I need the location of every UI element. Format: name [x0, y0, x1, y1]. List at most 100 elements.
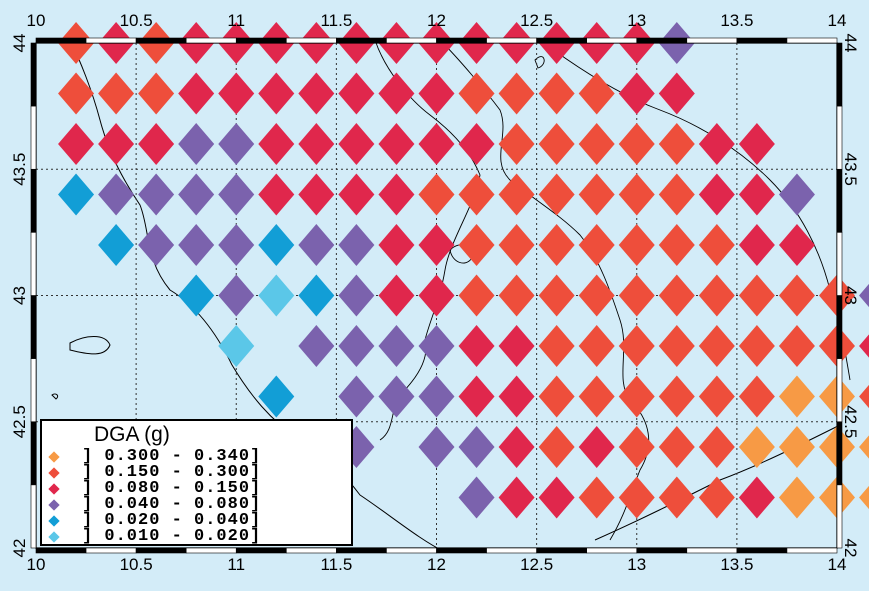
frame-segment	[386, 37, 437, 44]
frame-segment	[30, 421, 37, 486]
hazard-cell	[698, 123, 735, 165]
lon-tick-label-top: 11.5	[320, 11, 352, 30]
hazard-cell	[578, 426, 615, 468]
hazard-cell	[538, 72, 575, 115]
hazard-cell	[258, 72, 295, 115]
frame-segment	[736, 547, 788, 554]
hazard-cell	[658, 72, 695, 115]
legend-entry: ] 0.080 - 0.150]	[48, 479, 262, 498]
legend-swatch	[48, 467, 60, 479]
lat-tick-label-right: 42	[841, 539, 860, 558]
hazard-cell	[738, 123, 775, 165]
hazard-cell	[698, 173, 735, 216]
hazard-cell	[58, 72, 95, 115]
lat-tick-label-left: 42	[10, 539, 29, 558]
hazard-cell	[98, 224, 135, 266]
hazard-cell	[658, 224, 695, 266]
legend-label: ] 0.080 - 0.150]	[82, 479, 262, 498]
hazard-cell	[418, 375, 455, 418]
lat-tick-label-right: 43	[841, 286, 860, 305]
frame-segment	[636, 547, 688, 554]
legend-label: ] 0.150 - 0.300]	[82, 463, 262, 482]
hazard-cell	[498, 375, 535, 418]
hazard-cell	[498, 325, 535, 367]
hazard-cell	[698, 476, 735, 519]
hazard-cell	[658, 325, 695, 367]
hazard-cell	[458, 325, 495, 367]
hazard-cell	[178, 274, 215, 317]
lon-tick-label-top: 10.5	[120, 11, 153, 30]
frame-segment	[185, 547, 237, 554]
hazard-cell	[298, 173, 335, 216]
frame-segment	[185, 37, 237, 44]
lon-tick-label-top: 13.5	[720, 11, 753, 30]
lon-tick-label-top: 11	[227, 11, 245, 30]
frame-segment	[286, 547, 337, 554]
frame-segment	[586, 37, 638, 44]
hazard-cell	[218, 325, 255, 367]
hazard-cell	[738, 325, 775, 367]
hazard-cell	[698, 426, 735, 468]
hazard-cell	[338, 325, 375, 367]
hazard-cell	[458, 72, 495, 115]
hazard-cell	[98, 173, 135, 216]
map-frame	[30, 37, 843, 554]
legend-swatch	[48, 483, 60, 495]
hazard-cell	[458, 224, 495, 266]
hazard-cell	[138, 173, 175, 216]
frame-segment	[336, 547, 387, 554]
frame-segment	[286, 37, 337, 44]
frame-segment	[30, 42, 37, 107]
hazard-cell	[298, 72, 335, 115]
hazard-cell	[538, 224, 575, 266]
legend-entry: ] 0.150 - 0.300]	[48, 463, 262, 482]
legend-label: ] 0.010 - 0.020]	[82, 527, 262, 546]
hazard-cell	[618, 325, 655, 367]
hazard-cell	[738, 426, 775, 468]
hazard-cell	[738, 274, 775, 317]
hazard-cell	[178, 123, 215, 165]
hazard-cell	[258, 173, 295, 216]
hazard-cell	[378, 123, 415, 165]
hazard-cell	[578, 375, 615, 418]
hazard-cell	[218, 274, 255, 317]
hazard-cell	[778, 224, 815, 266]
legend-entry: ] 0.020 - 0.040]	[48, 511, 262, 530]
lat-tick-label-left: 43.5	[10, 153, 29, 186]
hazard-cell	[378, 375, 415, 418]
hazard-cell	[538, 173, 575, 216]
hazard-cell	[298, 123, 335, 165]
frame-segment	[235, 547, 287, 554]
lon-tick-label-bottom: 11	[227, 555, 245, 574]
hazard-cell	[458, 476, 495, 519]
hazard-cell	[498, 173, 535, 216]
hazard-cell	[538, 325, 575, 367]
hazard-cell	[859, 485, 869, 510]
hazard-cell	[418, 123, 455, 165]
frame-segment	[686, 37, 738, 44]
hazard-cell	[338, 375, 375, 418]
hazard-cell	[778, 173, 815, 216]
hazard-cell	[578, 325, 615, 367]
legend-label: ] 0.020 - 0.040]	[82, 511, 262, 530]
hazard-cell	[578, 123, 615, 165]
legend-swatch	[48, 531, 60, 543]
frame-segment	[636, 37, 688, 44]
lon-tick-label-top: 14	[828, 11, 847, 30]
hazard-cell	[218, 72, 255, 115]
frame-segment	[235, 37, 287, 44]
hazard-cell	[418, 173, 455, 216]
hazard-cell	[618, 274, 655, 317]
hazard-cell	[618, 72, 655, 115]
hazard-cell	[738, 224, 775, 266]
frame-segment	[35, 37, 87, 44]
hazard-cell	[378, 224, 415, 266]
hazard-cell	[258, 274, 295, 317]
hazard-cell	[618, 224, 655, 266]
hazard-cell	[458, 123, 495, 165]
hazard-cell	[218, 224, 255, 266]
hazard-cell	[538, 375, 575, 418]
frame-segment	[836, 42, 843, 107]
frame-segment	[30, 358, 37, 423]
hazard-cell	[738, 476, 775, 519]
